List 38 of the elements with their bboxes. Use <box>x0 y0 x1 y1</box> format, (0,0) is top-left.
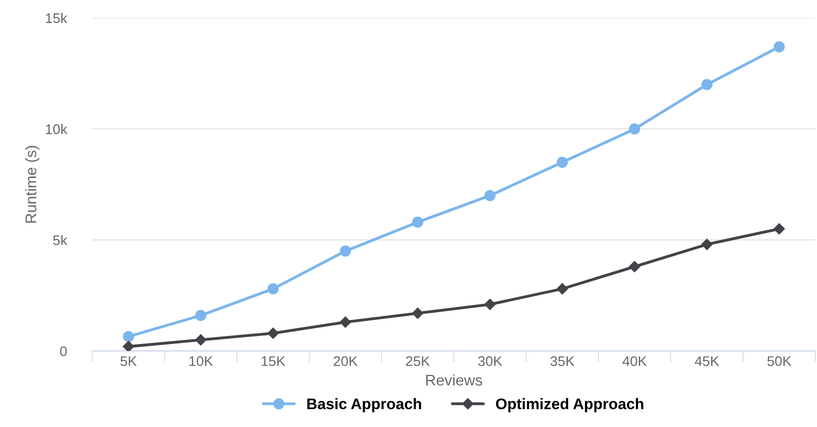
y-tick-label: 15k <box>46 12 68 24</box>
x-tick-label: 45K <box>694 356 720 366</box>
x-tick-label: 15K <box>262 356 286 366</box>
x-axis-title: Reviews <box>426 374 482 386</box>
point <box>629 261 640 272</box>
point <box>484 298 496 310</box>
point <box>268 283 279 294</box>
point <box>195 310 206 322</box>
legend-label: Basic Approach <box>307 398 422 412</box>
point <box>556 283 568 294</box>
x-tick-label: 50K <box>767 356 792 366</box>
x-tick-label: 35K <box>550 356 574 366</box>
point <box>412 308 424 319</box>
point <box>122 340 134 351</box>
point <box>340 316 351 328</box>
y-axis-title: Runtime (s) <box>25 146 40 223</box>
point <box>774 223 785 234</box>
x-tick-label: 10K <box>189 356 213 366</box>
point <box>122 331 134 342</box>
y-tick-label: 0 <box>60 346 67 356</box>
point <box>340 246 351 257</box>
x-tick-label: 5K <box>120 356 137 366</box>
x-tick-label: 20K <box>334 356 358 366</box>
point <box>701 78 712 90</box>
x-tick-label: 30K <box>478 356 502 366</box>
point <box>195 334 206 346</box>
y-tick-label: 10k <box>46 124 68 134</box>
point <box>484 190 496 202</box>
x-tick-label: 25K <box>406 356 430 366</box>
point <box>701 238 713 250</box>
point <box>412 216 424 228</box>
legend-label: Optimized Approach <box>496 398 644 412</box>
point <box>556 156 568 168</box>
point <box>629 123 640 135</box>
x-tick-label: 40K <box>622 356 647 366</box>
y-tick-label: 5k <box>53 234 68 246</box>
point <box>267 328 279 339</box>
point <box>774 41 785 52</box>
